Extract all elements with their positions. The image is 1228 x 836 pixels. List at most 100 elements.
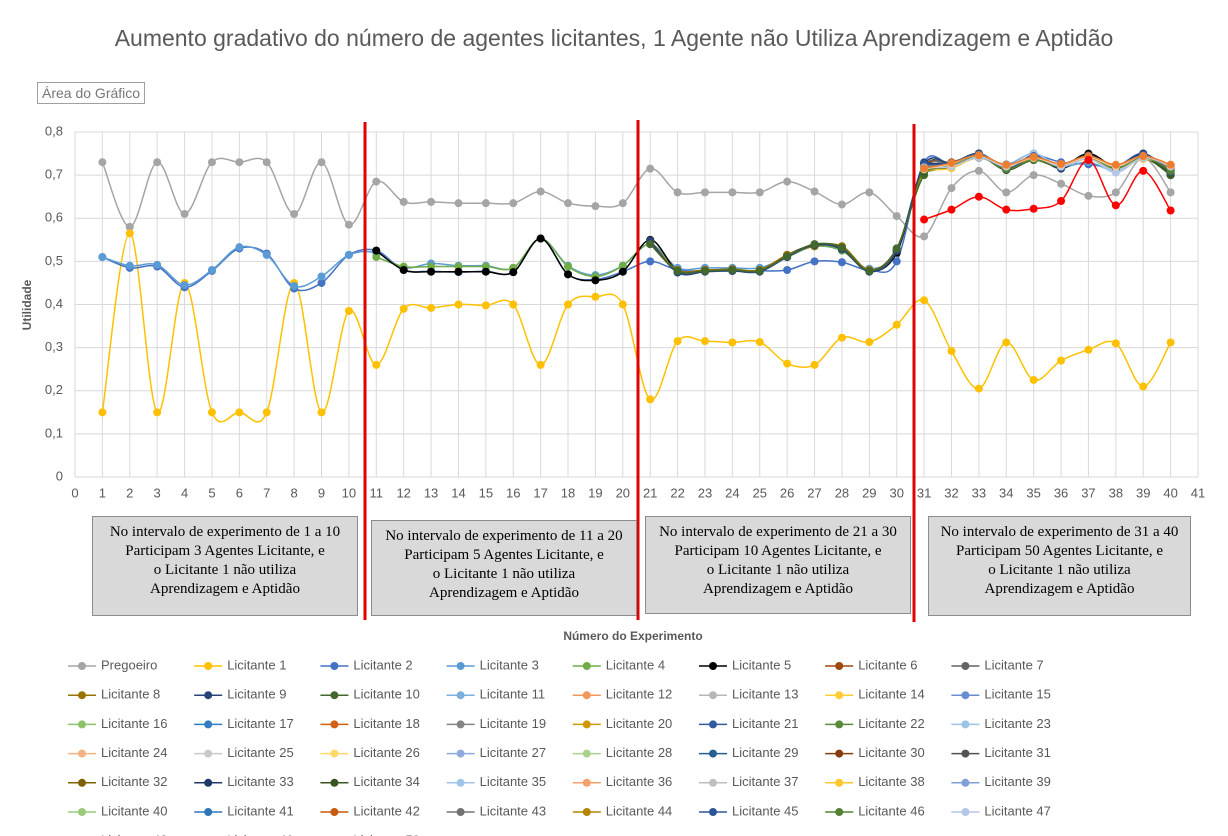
- point: [235, 408, 244, 417]
- chart-area-tooltip: Área do Gráfico: [37, 82, 146, 104]
- x-tick-label: 23: [698, 485, 712, 500]
- point: [564, 262, 573, 271]
- x-tick-label: 36: [1054, 485, 1068, 500]
- point: [810, 187, 819, 196]
- legend-marker: [204, 691, 213, 700]
- y-axis-label: Utilidade: [20, 279, 34, 330]
- point: [290, 209, 299, 218]
- legend-marker: [78, 720, 86, 729]
- point: [509, 199, 518, 208]
- annotation-line: No intervalo de experimento de 11 a 20: [385, 528, 623, 544]
- point: [262, 158, 271, 167]
- series-line: [923, 159, 1172, 221]
- point: [125, 261, 134, 270]
- legend-label: Licitante 37: [732, 774, 799, 789]
- point: [372, 253, 381, 262]
- legend-marker: [204, 749, 213, 758]
- legend-marker: [835, 808, 844, 816]
- point: [837, 243, 846, 252]
- legend-label: Licitante 12: [606, 687, 673, 702]
- x-tick-label: 19: [588, 485, 602, 500]
- legend-label: Licitante 10: [353, 687, 420, 702]
- point: [1084, 156, 1093, 165]
- point: [974, 192, 983, 201]
- y-tick-label: 0,1: [45, 425, 63, 440]
- point: [180, 281, 189, 290]
- x-tick-label: 6: [236, 485, 243, 500]
- x-tick-label: 22: [670, 485, 684, 500]
- point: [920, 232, 929, 241]
- legend-label: Pregoeiro: [101, 657, 157, 672]
- point: [262, 250, 271, 259]
- legend-marker: [330, 720, 339, 729]
- point: [865, 188, 874, 197]
- point: [399, 266, 408, 274]
- point: [1111, 168, 1120, 177]
- y-tick-label: 0,2: [45, 382, 63, 397]
- legend-marker: [961, 691, 970, 700]
- point: [1111, 201, 1120, 210]
- legend-label: Licitante 6: [858, 657, 917, 672]
- plot: [98, 149, 1175, 423]
- point: [317, 272, 326, 281]
- legend-marker: [582, 778, 591, 787]
- legend-marker: [78, 749, 86, 758]
- point: [1166, 206, 1175, 215]
- x-tick-label: 20: [616, 485, 630, 500]
- x-tick-label: 25: [753, 485, 767, 500]
- point: [454, 300, 463, 309]
- legend-marker: [456, 662, 465, 670]
- point: [1002, 160, 1011, 169]
- legend-marker: [709, 749, 717, 758]
- point: [290, 281, 299, 290]
- point: [947, 347, 956, 356]
- x-tick-label: 3: [154, 485, 161, 500]
- legend-marker: [582, 662, 591, 670]
- point: [783, 359, 792, 368]
- point: [153, 158, 162, 167]
- point: [755, 266, 764, 275]
- legend-marker: [330, 808, 339, 816]
- x-tick-label: 7: [263, 485, 270, 500]
- legend-marker: [330, 778, 339, 787]
- legend-marker: [709, 662, 717, 670]
- point: [536, 234, 545, 243]
- y-tick-label: 0: [56, 468, 63, 483]
- point: [1166, 338, 1175, 347]
- point: [427, 303, 436, 312]
- legend-marker: [709, 808, 717, 816]
- legend-marker: [835, 720, 844, 729]
- legend-label: Licitante 32: [101, 774, 168, 789]
- legend-marker: [78, 691, 86, 700]
- point: [947, 184, 956, 193]
- legend-label: Licitante 30: [858, 745, 925, 760]
- legend-label: Licitante 7: [984, 657, 1043, 672]
- point: [837, 200, 846, 209]
- annotation-line: o Licitante 1 não utiliza: [153, 562, 297, 578]
- point: [536, 187, 545, 196]
- legend-marker: [330, 749, 339, 758]
- point: [372, 177, 381, 186]
- point: [974, 151, 983, 160]
- legend-marker: [709, 720, 717, 729]
- annotation-line: Participam 10 Agentes Licitante, e: [674, 543, 882, 559]
- point: [1029, 204, 1038, 213]
- x-tick-label: 21: [643, 485, 657, 500]
- legend-marker: [204, 778, 213, 787]
- legend: Pregoeiro Licitante 1 Licitante 2 Licitante…: [68, 657, 1051, 836]
- point: [481, 301, 490, 310]
- legend-label: Licitante 29: [732, 745, 799, 760]
- annotation-box: No intervalo de experimento de 31 a 40 Pa…: [928, 516, 1191, 616]
- point: [673, 188, 682, 197]
- point: [454, 199, 463, 208]
- legend-marker: [709, 778, 717, 787]
- legend-marker: [835, 662, 844, 670]
- x-tick-label: 41: [1191, 485, 1205, 500]
- legend-label: Licitante 5: [732, 657, 791, 672]
- point: [618, 199, 627, 208]
- x-tick-label: 38: [1109, 485, 1123, 500]
- x-tick-label: 18: [561, 485, 575, 500]
- legend-marker: [78, 808, 86, 816]
- x-tick-label: 32: [944, 485, 958, 500]
